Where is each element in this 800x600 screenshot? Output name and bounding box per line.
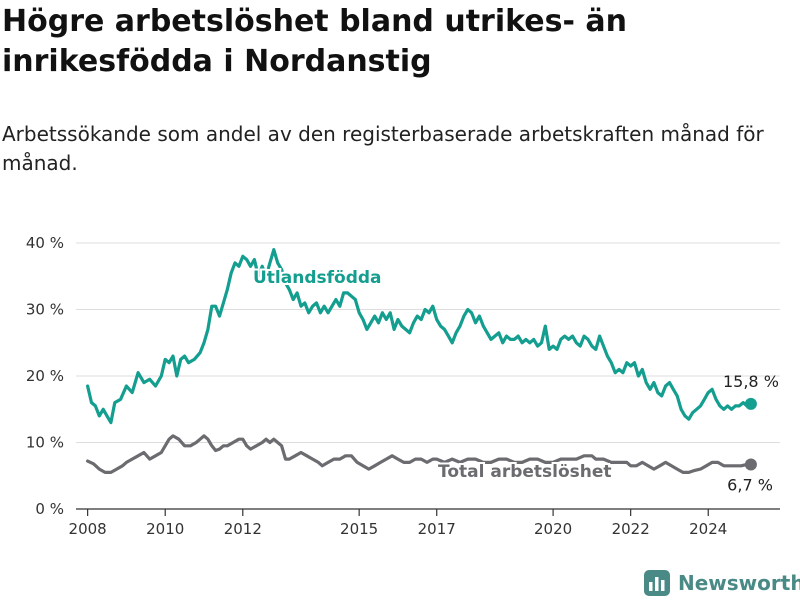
x-axis: 2008 2010 2012 2015 2017 2020 2022 2024 xyxy=(69,508,780,538)
y-tick-label: 20 % xyxy=(26,367,64,385)
series-line-total xyxy=(86,434,753,474)
series-group xyxy=(86,248,757,474)
y-axis-ticks: 0 % 10 % 20 % 30 % 40 % xyxy=(26,234,64,518)
x-tick-label: 2015 xyxy=(340,520,378,538)
x-tick-label: 2012 xyxy=(224,520,262,538)
chart-subtitle: Arbetssökande som andel av den registerb… xyxy=(2,122,764,175)
series-line-utlandsfodda xyxy=(86,248,753,425)
x-tick-label: 2010 xyxy=(146,520,184,538)
end-point-total xyxy=(744,458,757,471)
x-tick-label: 2017 xyxy=(418,520,456,538)
y-tick-label: 40 % xyxy=(26,234,64,252)
x-tick-label: 2008 xyxy=(69,520,107,538)
bar-chart-icon xyxy=(644,570,670,596)
y-tick-label: 30 % xyxy=(26,301,64,319)
end-value-label-utlandsfodda: 15,8 % xyxy=(723,372,779,391)
y-tick-label: 0 % xyxy=(35,500,64,518)
x-tick-label: 2024 xyxy=(689,520,727,538)
brand-logo: Newsworthy xyxy=(644,568,800,598)
x-tick-label: 2020 xyxy=(534,520,572,538)
end-point-utlandsfodda xyxy=(744,397,757,410)
brand-name: Newsworthy xyxy=(678,571,800,595)
series-label-total: Total arbetslöshet xyxy=(438,462,612,482)
chart-title: Högre arbetslöshet bland utrikes- än inr… xyxy=(2,4,627,79)
y-tick-label: 10 % xyxy=(26,434,64,452)
gridlines xyxy=(76,242,780,443)
end-value-label-total: 6,7 % xyxy=(727,475,773,494)
series-label-utlandsfodda: Utlandsfödda xyxy=(253,268,382,288)
x-tick-label: 2022 xyxy=(612,520,650,538)
